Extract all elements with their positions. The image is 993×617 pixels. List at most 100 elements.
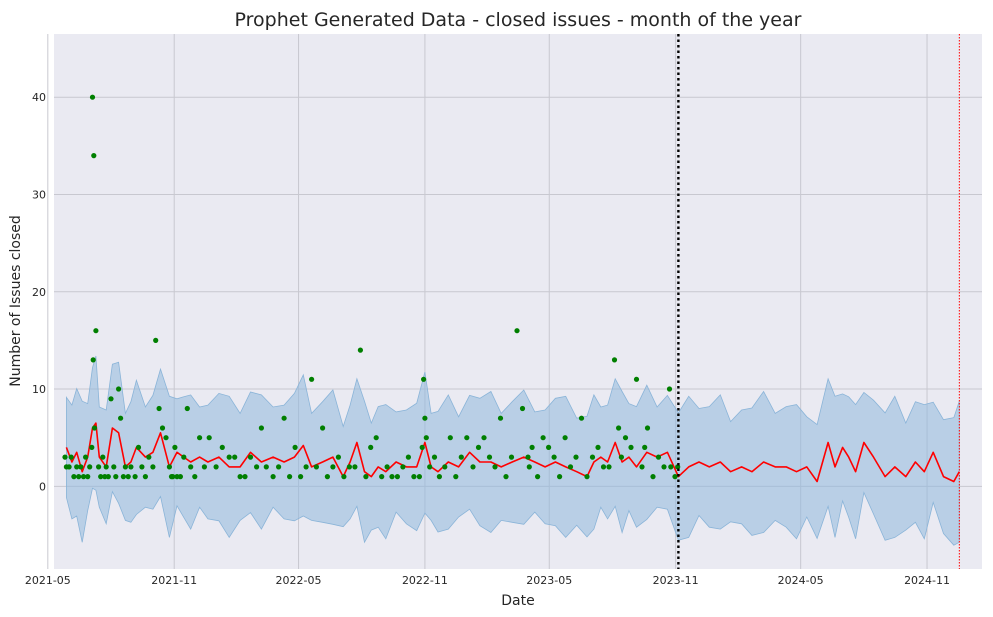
- actual-point: [135, 444, 142, 450]
- actual-point: [341, 474, 347, 480]
- y-tick-label: 20: [32, 286, 46, 299]
- actual-point: [379, 474, 385, 480]
- actual-point: [62, 454, 68, 460]
- actual-point: [219, 444, 225, 450]
- actual-point: [458, 454, 464, 460]
- actual-point: [416, 474, 422, 480]
- x-tick-label: 2023-05: [526, 574, 572, 587]
- actual-point: [91, 425, 98, 431]
- actual-point: [567, 464, 574, 470]
- actual-point: [108, 396, 114, 402]
- actual-point: [427, 464, 433, 470]
- actual-point: [153, 337, 159, 343]
- actual-point: [139, 464, 145, 470]
- actual-point: [562, 435, 568, 441]
- actual-point: [74, 464, 80, 470]
- x-tick-label: 2023-11: [653, 574, 699, 587]
- actual-point: [633, 376, 640, 382]
- actual-point: [514, 328, 520, 334]
- actual-point: [156, 405, 162, 412]
- actual-point: [276, 464, 282, 470]
- actual-point: [76, 474, 82, 480]
- actual-point: [150, 464, 156, 470]
- actual-point: [188, 464, 194, 470]
- y-tick-label: 0: [39, 480, 46, 493]
- actual-point: [192, 474, 198, 480]
- actual-point: [122, 464, 128, 470]
- actual-point: [89, 444, 95, 450]
- actual-point: [384, 464, 390, 470]
- actual-point: [89, 94, 96, 100]
- actual-point: [668, 464, 674, 470]
- actual-point: [111, 464, 117, 470]
- actual-point: [213, 464, 219, 470]
- actual-point: [166, 464, 172, 470]
- actual-point: [616, 425, 622, 431]
- actual-point: [492, 464, 498, 470]
- actual-point: [128, 464, 134, 470]
- actual-point: [87, 464, 93, 470]
- x-tick-label: 2021-05: [25, 574, 71, 587]
- actual-point: [672, 474, 678, 480]
- actual-point: [600, 464, 607, 470]
- actual-point: [551, 454, 557, 460]
- y-tick-label: 10: [32, 383, 46, 396]
- x-tick-label: 2022-05: [276, 574, 322, 587]
- actual-point: [116, 386, 122, 392]
- actual-point: [66, 464, 72, 470]
- actual-point: [201, 464, 207, 470]
- actual-point: [287, 474, 293, 480]
- actual-point: [125, 474, 131, 480]
- actual-point: [411, 474, 417, 480]
- actual-point: [642, 444, 648, 450]
- actual-point: [464, 435, 470, 441]
- actual-point: [232, 454, 238, 460]
- actual-point: [98, 474, 104, 480]
- actual-point: [120, 474, 126, 480]
- y-tick-label: 40: [32, 91, 46, 104]
- actual-point: [622, 435, 629, 441]
- actual-point: [142, 474, 148, 480]
- actual-point: [606, 464, 612, 470]
- actual-point: [226, 454, 232, 460]
- actual-points-series: [62, 94, 681, 480]
- actual-point: [85, 474, 91, 480]
- actual-point: [423, 435, 429, 441]
- actual-point: [373, 435, 379, 441]
- actual-point: [419, 444, 425, 450]
- actual-point: [650, 474, 656, 480]
- actual-point: [71, 474, 77, 480]
- forecast-line: [65, 422, 960, 483]
- actual-point: [655, 454, 662, 460]
- actual-point: [83, 454, 89, 460]
- actual-point: [184, 405, 190, 412]
- actual-point: [611, 357, 618, 363]
- actual-point: [400, 464, 406, 470]
- actual-point: [405, 454, 411, 460]
- x-tick-label: 2024-05: [778, 574, 824, 587]
- actual-point: [352, 464, 358, 470]
- actual-point: [270, 474, 276, 480]
- actual-point: [197, 435, 203, 441]
- actual-point: [666, 386, 673, 392]
- vertical-markers: [677, 34, 960, 569]
- actual-point: [80, 474, 87, 480]
- x-tick-label: 2024-11: [904, 574, 950, 587]
- actual-point: [431, 454, 438, 460]
- actual-point: [525, 454, 531, 460]
- actual-point: [177, 474, 183, 480]
- actual-point: [132, 474, 138, 480]
- actual-point: [535, 474, 541, 480]
- actual-point: [475, 444, 482, 450]
- actual-point: [254, 464, 260, 470]
- actual-point: [247, 454, 254, 460]
- actual-point: [237, 474, 243, 480]
- actual-point: [357, 347, 363, 353]
- actual-point: [661, 464, 667, 470]
- actual-point: [589, 454, 596, 460]
- actual-point: [242, 474, 248, 480]
- actual-point: [573, 454, 579, 460]
- actual-point: [113, 474, 119, 480]
- actual-point: [447, 435, 453, 441]
